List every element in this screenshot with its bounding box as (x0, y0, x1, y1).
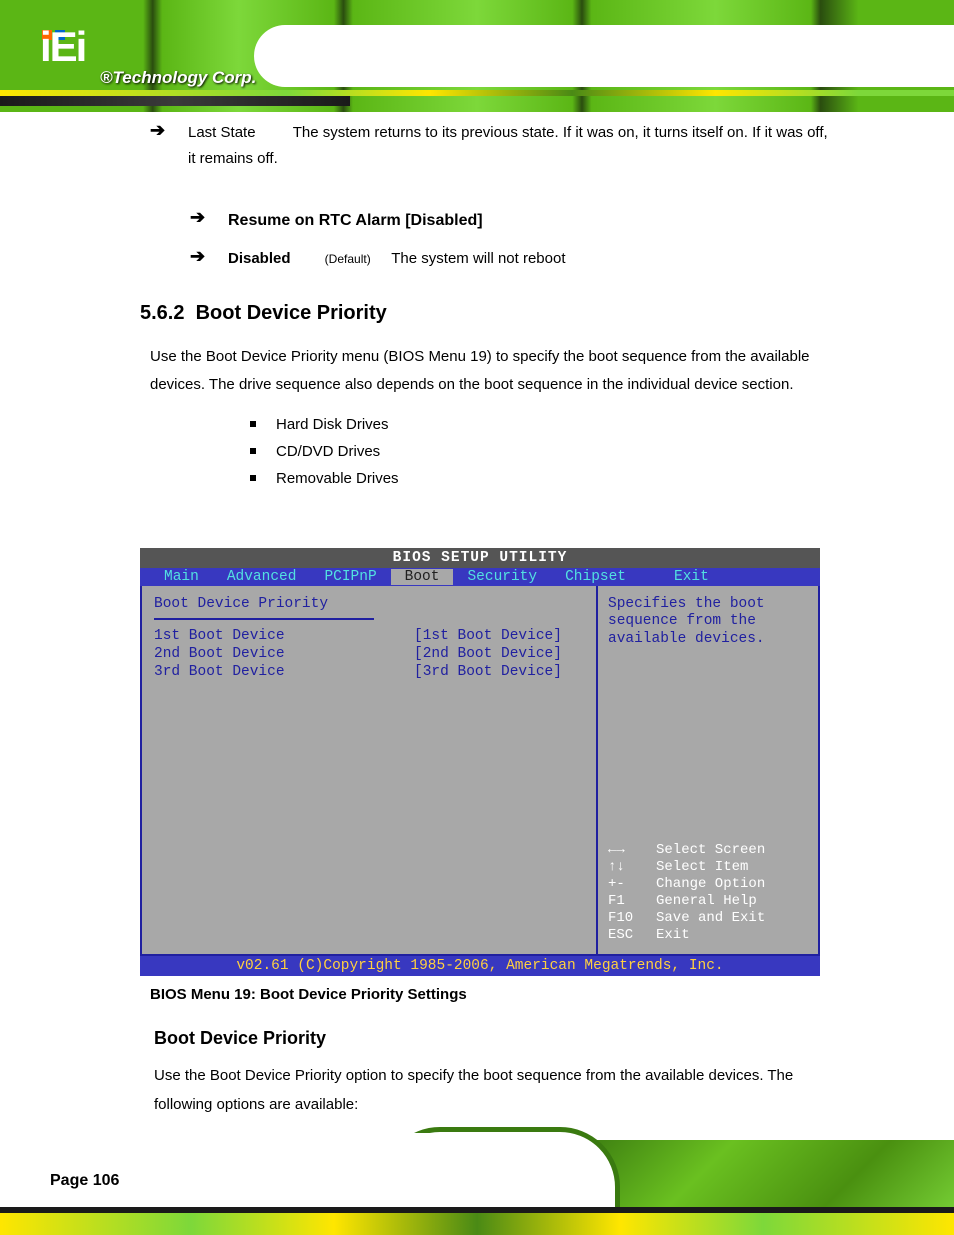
banner-white-curve (254, 25, 954, 87)
figure-caption: BIOS Menu 19: Boot Device Priority Setti… (150, 986, 467, 1003)
arrow-icon: ➔ (150, 120, 170, 141)
bios-row-value: [2nd Boot Device] (414, 646, 562, 662)
bios-row-value: [3rd Boot Device] (414, 664, 562, 680)
list-item-label: CD/DVD Drives (276, 443, 380, 460)
option-label: Last State (188, 120, 268, 146)
option-label: Disabled (228, 246, 308, 272)
bios-key-desc: Select Item (656, 859, 748, 875)
logo: iEi (40, 28, 120, 73)
boot-priority-para: Use the Boot Device Priority option to s… (154, 1062, 814, 1119)
top-header-banner: iEi ®Technology Corp. (0, 0, 954, 112)
option-desc: The system returns to its previous state… (188, 124, 828, 167)
bios-tab-boot[interactable]: Boot (391, 569, 454, 585)
page-number: Page 106 (50, 1172, 119, 1190)
bios-title: BIOS SETUP UTILITY (140, 548, 820, 568)
bios-row-key: 3rd Boot Device (154, 664, 414, 680)
option-last-state: ➔ Last State The system returns to its p… (150, 120, 830, 171)
bullet-icon (250, 421, 256, 427)
sub-heading: Resume on RTC Alarm [Disabled] (228, 207, 483, 234)
bios-row[interactable]: 3rd Boot Device [3rd Boot Device] (154, 664, 584, 680)
bios-key-row: ESCExit (608, 927, 808, 943)
arrow-icon: ➔ (190, 207, 210, 228)
bios-tab-exit[interactable]: Exit (660, 569, 723, 585)
bios-key-desc: General Help (656, 893, 757, 909)
bios-key-row: F1General Help (608, 893, 808, 909)
bios-footer: v02.61 (C)Copyright 1985-2006, American … (140, 956, 820, 976)
bios-row[interactable]: 2nd Boot Device [2nd Boot Device] (154, 646, 584, 662)
bios-key-row: ←→Select Screen (608, 842, 808, 858)
arrow-icon: ➔ (190, 246, 210, 267)
bios-tab-pcipnp[interactable]: PCIPnP (310, 569, 390, 585)
bios-row-key: 1st Boot Device (154, 628, 414, 644)
option-text: Disabled (Default) The system will not r… (228, 246, 566, 272)
bios-screenshot: BIOS SETUP UTILITY Main Advanced PCIPnP … (140, 548, 820, 976)
bios-key-row: +-Change Option (608, 876, 808, 892)
section-number: 5.6.2 (140, 302, 184, 324)
bios-key: ←→ (608, 842, 656, 858)
bios-key: +- (608, 876, 656, 892)
list-item: CD/DVD Drives (250, 443, 830, 460)
bios-key-desc: Change Option (656, 876, 765, 892)
footer-accent-stripe (0, 1213, 954, 1235)
list-item-label: Hard Disk Drives (276, 416, 389, 433)
bios-key: F1 (608, 893, 656, 909)
bullet-list: Hard Disk Drives CD/DVD Drives Removable… (250, 416, 830, 487)
option-desc: The system will not reboot (391, 250, 565, 267)
section-intro: Use the Boot Device Priority menu (BIOS … (150, 343, 830, 400)
bios-left-panel: Boot Device Priority 1st Boot Device [1s… (140, 586, 598, 956)
bios-key-desc: Select Screen (656, 842, 765, 858)
bios-panel-title: Boot Device Priority (154, 596, 374, 620)
bios-tab-bar: Main Advanced PCIPnP Boot Security Chips… (140, 568, 820, 586)
bios-tab-security[interactable]: Security (453, 569, 551, 585)
bios-key-desc: Save and Exit (656, 910, 765, 926)
bios-row-value: [1st Boot Device] (414, 628, 562, 644)
tagline: ®Technology Corp. (100, 68, 256, 88)
option-default: (Default) (325, 252, 371, 266)
bios-body: Boot Device Priority 1st Boot Device [1s… (140, 586, 820, 956)
bios-key-desc: Exit (656, 927, 690, 943)
main-content: ➔ Last State The system returns to its p… (150, 120, 830, 499)
list-item-label: Removable Drives (276, 470, 399, 487)
section-title: Boot Device Priority (196, 302, 387, 324)
logo-text: iEi (40, 23, 85, 71)
bullet-icon (250, 475, 256, 481)
bios-tab-advanced[interactable]: Advanced (213, 569, 311, 585)
bios-help-text: Specifies the boot sequence from the ava… (608, 596, 808, 648)
boot-priority-heading: Boot Device Priority (154, 1028, 326, 1049)
bios-key-legend: ←→Select Screen ↑↓Select Item +-Change O… (608, 842, 808, 944)
bios-row[interactable]: 1st Boot Device [1st Boot Device] (154, 628, 584, 644)
bullet-icon (250, 448, 256, 454)
option-disabled: ➔ Disabled (Default) The system will not… (190, 246, 830, 272)
bios-key: F10 (608, 910, 656, 926)
bios-key: ↑↓ (608, 859, 656, 875)
list-item: Hard Disk Drives (250, 416, 830, 433)
banner-dark-stripe (0, 96, 350, 106)
bios-tab-chipset[interactable]: Chipset (551, 569, 640, 585)
bios-key-row: F10Save and Exit (608, 910, 808, 926)
section-heading: 5.6.2 Boot Device Priority (140, 302, 830, 325)
list-item: Removable Drives (250, 470, 830, 487)
option-text: Last State The system returns to its pre… (188, 120, 830, 171)
bios-key-row: ↑↓Select Item (608, 859, 808, 875)
bios-tab-main[interactable]: Main (150, 569, 213, 585)
bios-right-panel: Specifies the boot sequence from the ava… (598, 586, 820, 956)
heading-resume-rtc: ➔ Resume on RTC Alarm [Disabled] (190, 207, 830, 234)
bios-row-key: 2nd Boot Device (154, 646, 414, 662)
bios-key: ESC (608, 927, 656, 943)
bottom-footer-banner: Page 106 (0, 1125, 954, 1235)
